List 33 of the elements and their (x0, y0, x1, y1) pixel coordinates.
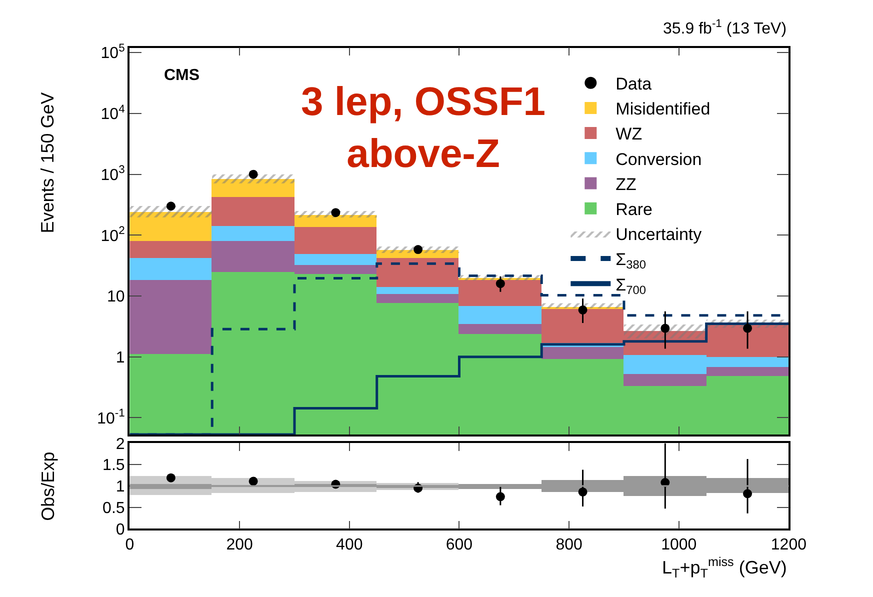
x-tick-label: 800 (556, 536, 583, 554)
y-axis-title: Events / 150 GeV (37, 92, 58, 234)
y-tick-label: 0.5 (102, 500, 125, 517)
y-axis-title: Obs/Exp (38, 452, 58, 521)
annotation: 3 lep, OSSF1 above-Z (301, 80, 546, 176)
legend-label: WZ (616, 124, 642, 144)
y-tick-label: 10$^{2}$ (100, 225, 125, 245)
legend-label: Conversion (616, 150, 702, 169)
y-tick-label: 10$^{5}$ (100, 42, 125, 62)
y-tick-label: 2 (116, 436, 125, 453)
x-tick-label: 1000 (661, 536, 697, 554)
y-tick-label: 1 (116, 478, 125, 496)
x-axis-title: L$_{T}$+p$_{T}$$^{miss}$ (GeV) (662, 555, 787, 580)
y-tick-label: 10$^{3}$ (100, 164, 125, 184)
y-tick-label: 10$^{-1}$ (97, 408, 125, 428)
legend-label: Uncertainty (616, 225, 702, 244)
y-tick-label: 10$^{4}$ (100, 103, 125, 124)
y-tick-label: 1 (116, 349, 125, 366)
y-tick-label: 1.5 (102, 457, 125, 474)
x-tick-label: 400 (336, 536, 363, 554)
x-tick-label: 600 (446, 536, 473, 554)
legend-label: Data (616, 74, 652, 94)
x-tick-label: 1200 (770, 536, 807, 554)
annotation: CMS (164, 67, 200, 84)
y-tick-label: 10 (107, 288, 125, 306)
y-tick-label: 0 (116, 521, 125, 538)
text: 35.9 fb$^{-1}$ (13 TeV) (663, 18, 787, 38)
legend-label: ZZ (616, 174, 636, 194)
legend-label: Σ$_{380}$ (616, 250, 646, 272)
legend-label: Misidentified (616, 100, 710, 119)
legend-label: Σ$_{700}$ (616, 275, 646, 297)
legend-label: Rare (616, 200, 653, 219)
x-tick-label: 200 (226, 536, 254, 554)
